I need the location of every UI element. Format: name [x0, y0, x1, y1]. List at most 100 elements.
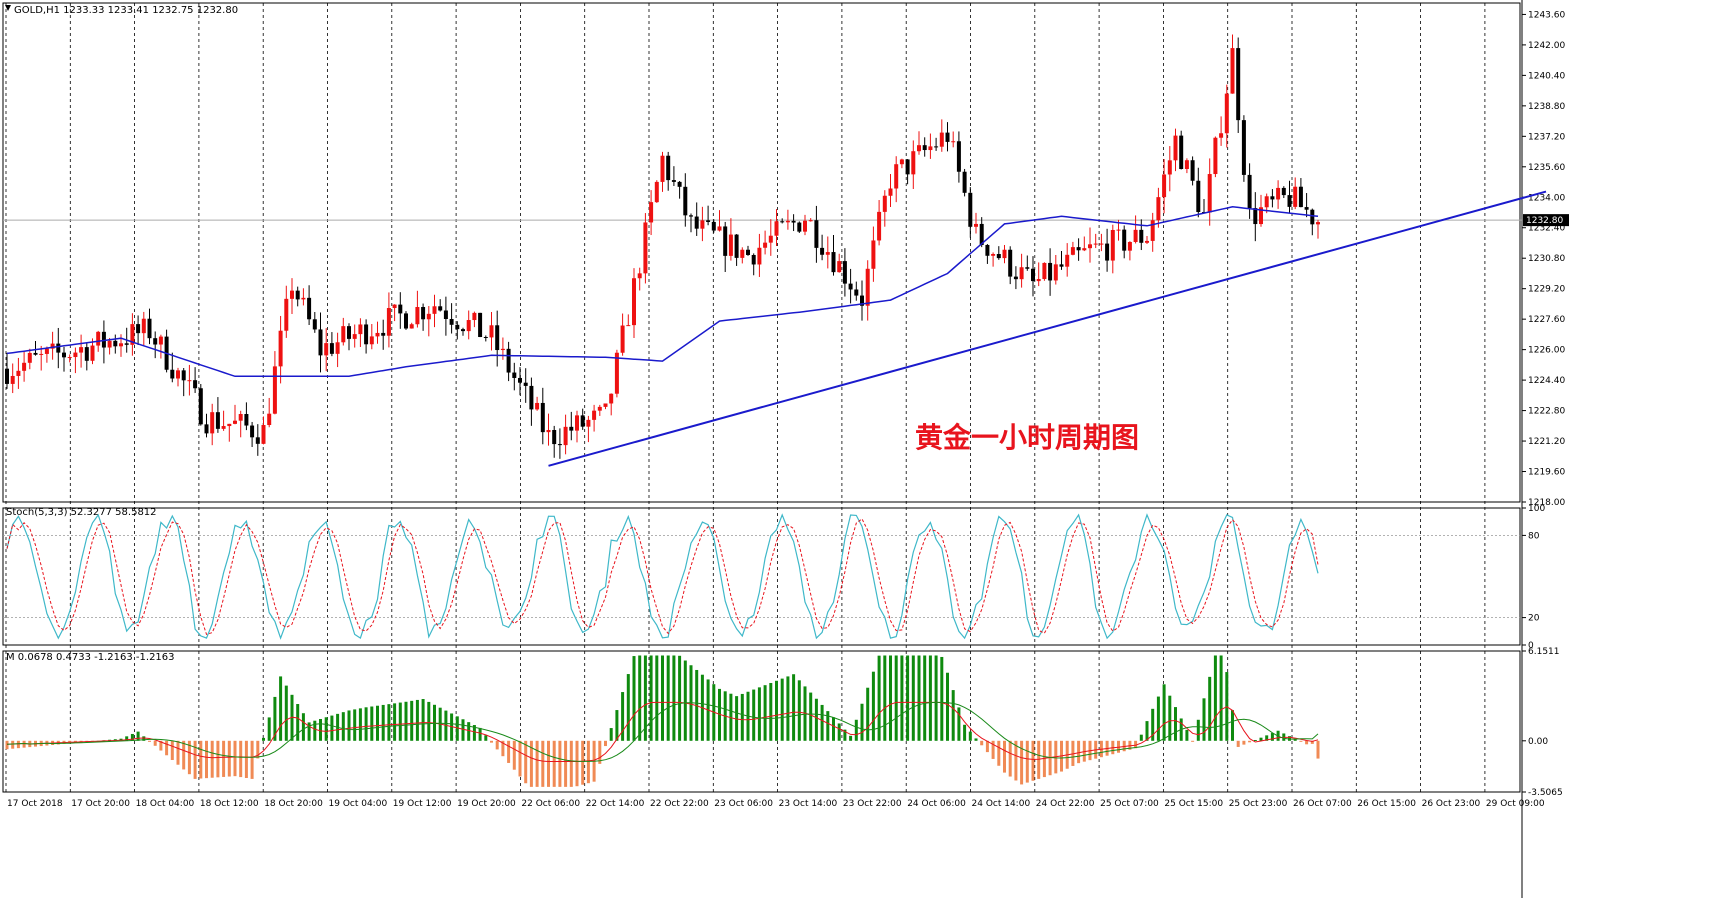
macd-bar	[849, 735, 853, 741]
bear-candle	[523, 382, 528, 386]
macd-bar	[279, 676, 283, 741]
bear-candle	[347, 326, 351, 339]
candles-group	[5, 34, 1320, 459]
bear-candle	[797, 222, 802, 232]
macd-bar	[199, 740, 203, 779]
bull-candle	[928, 146, 933, 151]
macd-bar	[1008, 740, 1012, 777]
bull-candle	[335, 342, 340, 354]
macd-bar	[792, 674, 796, 741]
bull-candle	[1213, 137, 1218, 175]
macd-bar	[472, 725, 476, 741]
bear-candle	[962, 171, 967, 193]
macd-bar	[415, 699, 419, 741]
macd-bar	[210, 740, 214, 778]
bull-candle	[352, 334, 357, 339]
bull-candle	[763, 242, 768, 248]
bear-candle	[1310, 209, 1315, 225]
macd-bar	[319, 718, 322, 741]
macd-bar	[678, 655, 682, 741]
bear-candle	[831, 252, 836, 273]
current-price-label: 1232.80	[1526, 216, 1563, 226]
bear-candle	[312, 319, 317, 330]
bear-candle	[512, 372, 517, 378]
macd-bar	[216, 740, 220, 778]
bear-candle	[814, 220, 819, 248]
bear-candle	[461, 329, 465, 332]
bull-candle	[1276, 187, 1281, 200]
bear-candle	[922, 145, 927, 151]
bear-candle	[934, 146, 939, 148]
y-tick-label: 1238.80	[1528, 102, 1565, 112]
macd-bar	[244, 740, 248, 778]
chart-annotation: 黄金一小时周期图	[915, 421, 1139, 454]
bull-candle	[626, 325, 631, 327]
bull-candle	[1173, 135, 1178, 161]
macd-bar	[484, 735, 488, 741]
bull-candle	[546, 429, 551, 433]
macd-bar	[353, 709, 357, 741]
bull-candle	[500, 348, 505, 351]
macd-bar	[524, 740, 528, 784]
bear-candle	[364, 324, 369, 345]
x-tick-label: 25 Oct 07:00	[1100, 799, 1159, 809]
macd-bar	[866, 687, 870, 741]
bear-candle	[677, 181, 682, 187]
macd-bar	[290, 694, 294, 741]
macd-bar	[1248, 740, 1252, 743]
macd-bar	[1003, 740, 1006, 773]
macd-bar	[182, 740, 186, 770]
collapse-arrow-icon	[5, 5, 11, 11]
bull-candle	[597, 406, 602, 411]
macd-bar	[376, 705, 379, 741]
macd-bar	[991, 740, 995, 759]
bull-candle	[774, 221, 779, 236]
bear-candle	[1236, 48, 1241, 121]
macd-bar	[615, 710, 619, 741]
macd-bar	[1162, 684, 1166, 741]
bull-candle	[654, 181, 659, 203]
macd-tick-label: 0.00	[1528, 737, 1548, 747]
x-tick-label: 23 Oct 06:00	[714, 799, 773, 809]
stoch-tick-label: 0	[1528, 641, 1534, 651]
bear-candle	[945, 132, 950, 142]
macd-bar	[1185, 729, 1189, 741]
macd-bar	[963, 724, 967, 741]
x-tick-label: 24 Oct 06:00	[907, 799, 966, 809]
bear-candle	[421, 307, 426, 320]
macd-bar	[980, 740, 984, 746]
bull-candle	[1150, 220, 1155, 241]
bull-candle	[888, 188, 893, 196]
macd-bar	[1236, 740, 1240, 747]
macd-bar	[518, 740, 522, 777]
bull-candle	[1116, 229, 1121, 231]
bull-candle	[803, 220, 807, 232]
macd-bar	[301, 713, 305, 741]
bull-candle	[187, 380, 192, 382]
macd-bar	[1042, 740, 1046, 778]
bull-candle	[1082, 248, 1087, 251]
bear-candle	[791, 220, 796, 223]
bull-candle	[119, 343, 123, 347]
macd-bar	[985, 740, 989, 753]
x-tick-label: 19 Oct 12:00	[393, 799, 452, 809]
macd-bar	[250, 740, 254, 779]
bear-candle	[1247, 174, 1252, 209]
bull-candle	[700, 220, 705, 229]
bear-candle	[540, 402, 545, 433]
bull-candle	[392, 304, 397, 309]
macd-header: M 0.0678 0.4733 -1.2163 -1.2163	[6, 652, 175, 663]
bear-candle	[1013, 276, 1018, 280]
x-tick-label: 23 Oct 22:00	[843, 799, 902, 809]
macd-bar	[775, 680, 778, 741]
macd-bar	[1151, 708, 1155, 741]
bull-candle	[660, 155, 665, 182]
macd-bar	[1156, 696, 1160, 741]
bull-candle	[426, 313, 431, 320]
macd-bar	[398, 702, 402, 741]
bear-candle	[204, 424, 209, 434]
macd-bar	[917, 655, 921, 741]
bull-candle	[1099, 243, 1104, 245]
macd-bar	[946, 672, 949, 741]
